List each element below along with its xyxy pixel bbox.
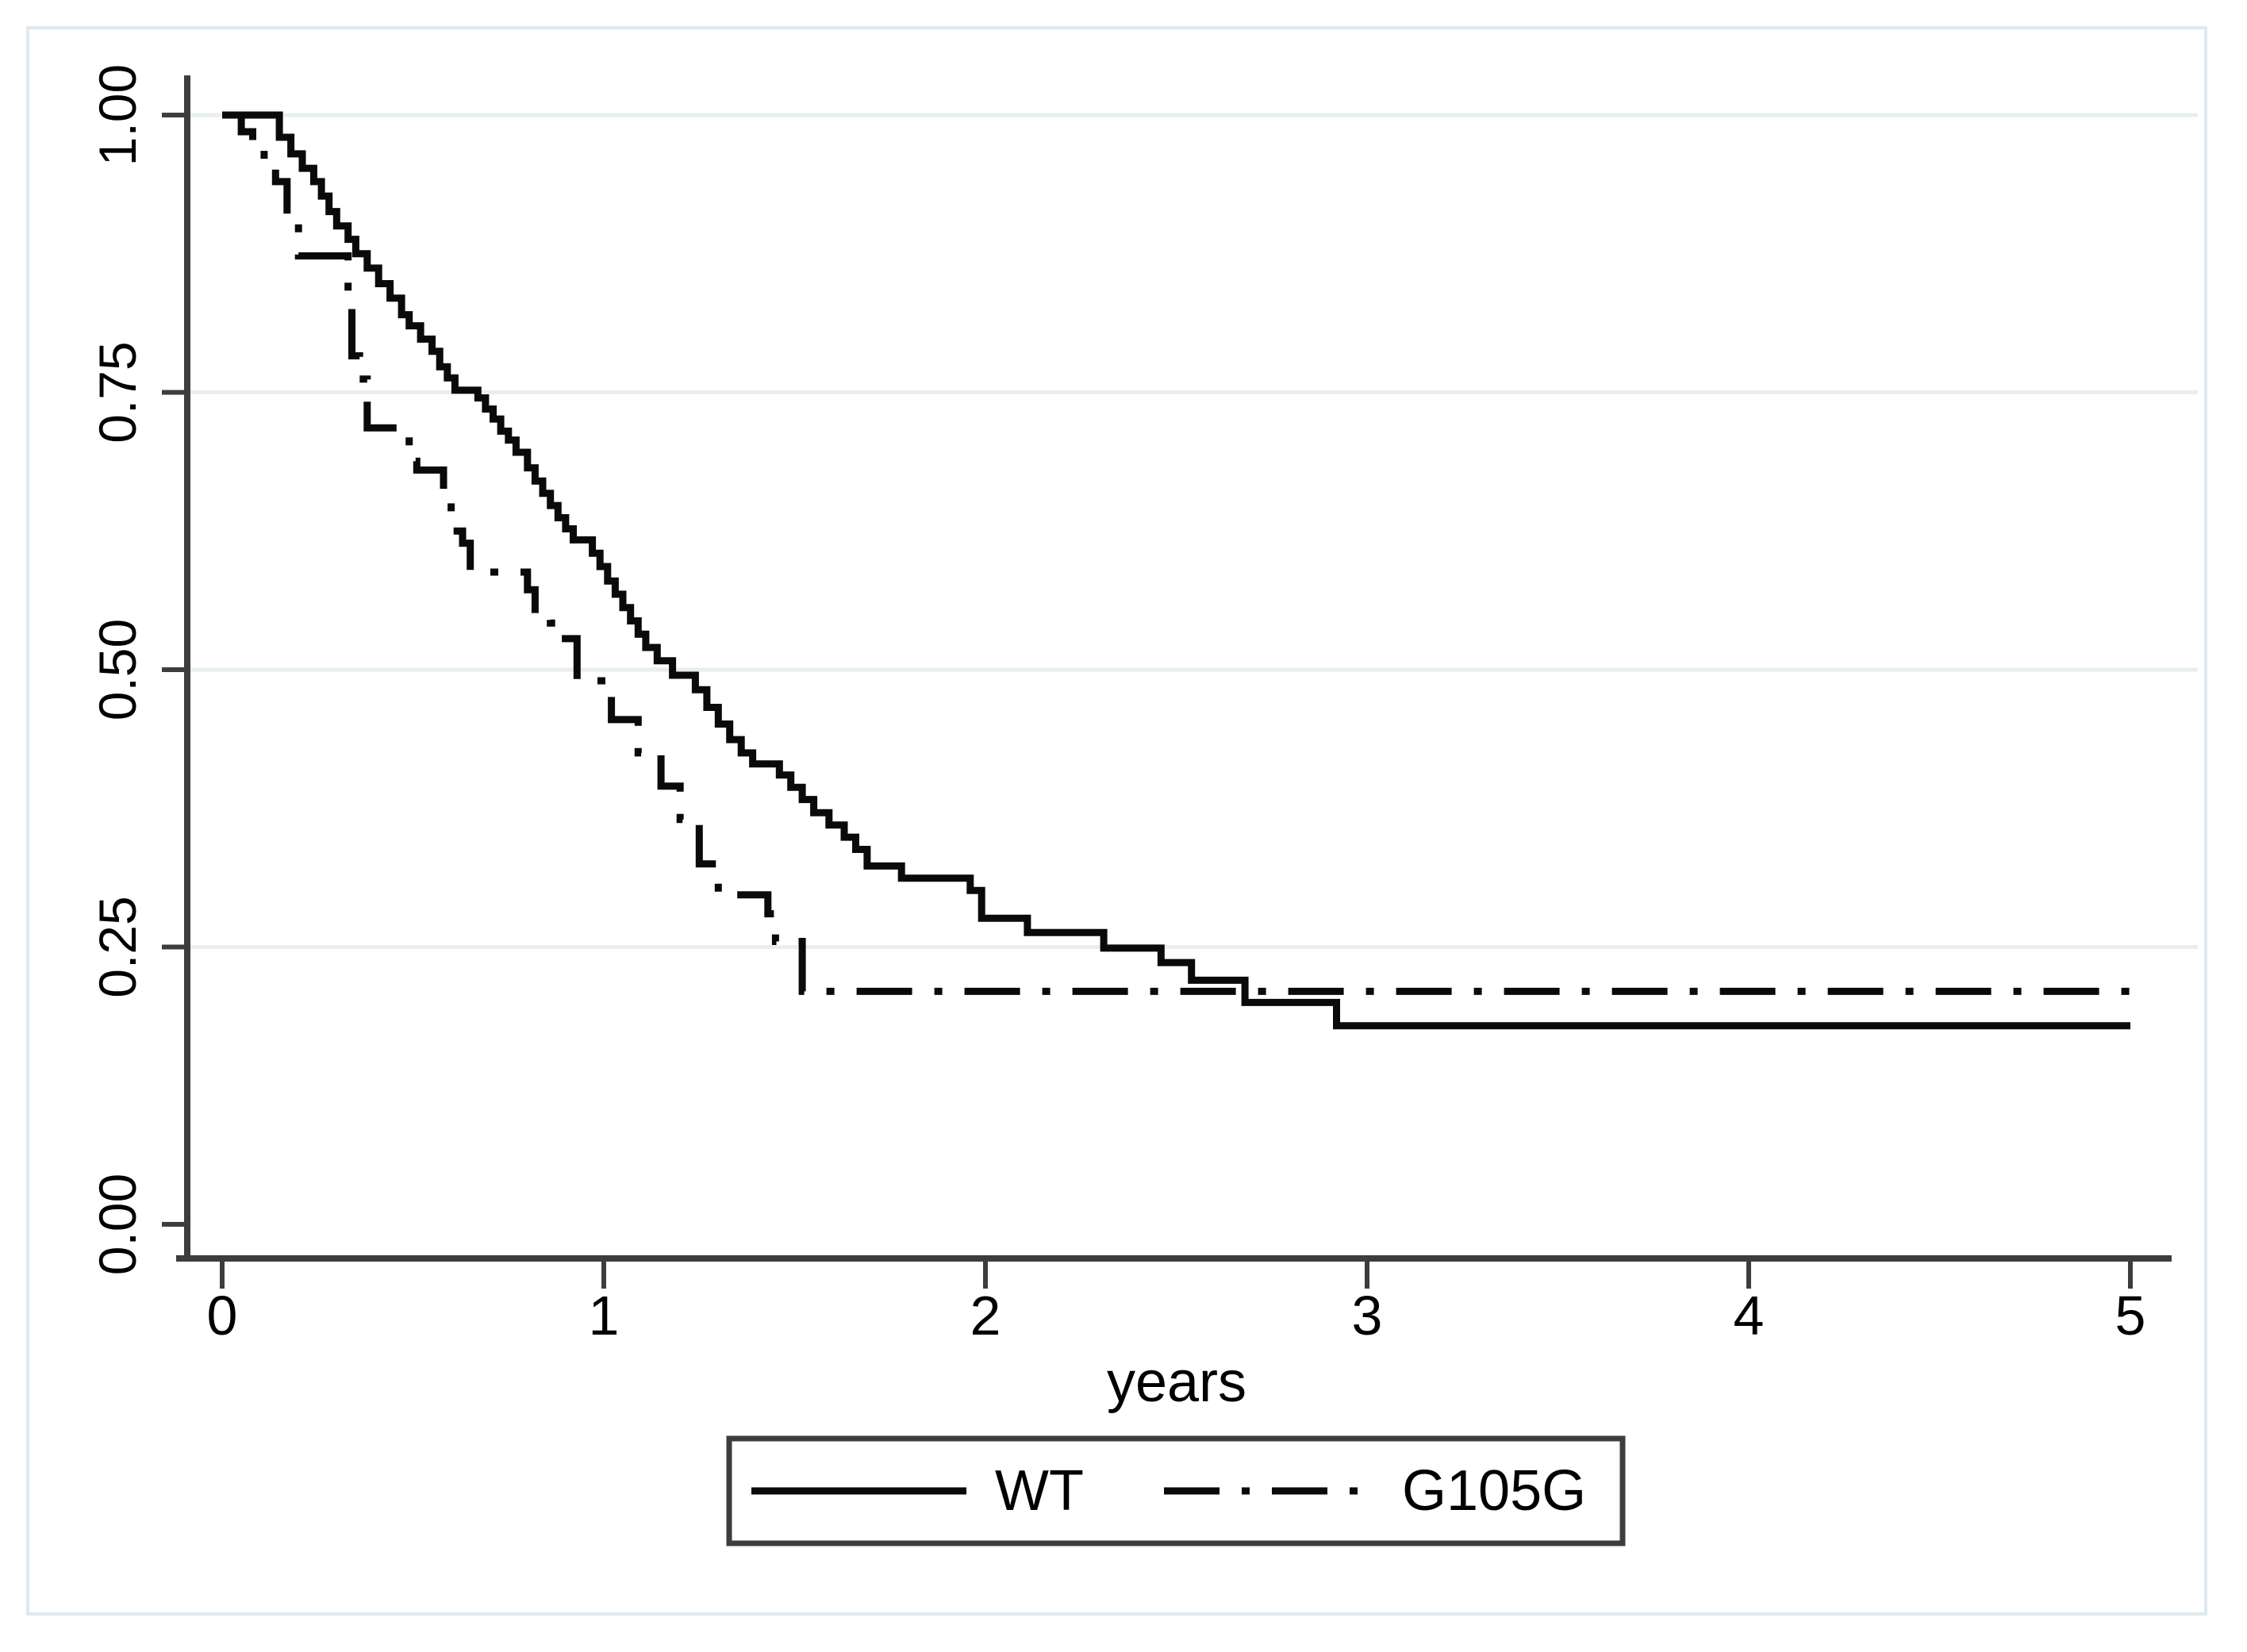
x-tick-label: 3 — [1352, 1285, 1383, 1347]
y-tick-label: 0.25 — [88, 896, 147, 997]
x-axis: 0 1 2 3 4 5 years — [176, 1255, 2172, 1414]
gridlines — [187, 113, 2198, 949]
x-tick-label: 2 — [970, 1285, 1001, 1347]
y-tick-label: 1.00 — [88, 64, 147, 166]
x-axis-title: years — [1107, 1350, 1246, 1414]
legend-label-g105g: G105G — [1402, 1459, 1586, 1523]
x-tick-label: 4 — [1734, 1285, 1765, 1347]
y-tick-label: 0.00 — [88, 1174, 147, 1275]
x-tick-label: 0 — [207, 1285, 238, 1347]
y-tick-label: 0.50 — [88, 619, 147, 720]
g105g-curve — [222, 111, 2130, 995]
x-tick-label: 5 — [2115, 1285, 2146, 1347]
wt-curve — [222, 111, 2130, 1030]
y-tick-label: 0.75 — [88, 341, 147, 443]
y-axis: 0.00 0.25 0.50 0.75 1.00 — [88, 64, 190, 1275]
curves — [222, 111, 2130, 1030]
legend-label-wt: WT — [995, 1459, 1084, 1523]
x-tick-label: 1 — [589, 1285, 620, 1347]
legend: WT G105G — [726, 1435, 1626, 1546]
